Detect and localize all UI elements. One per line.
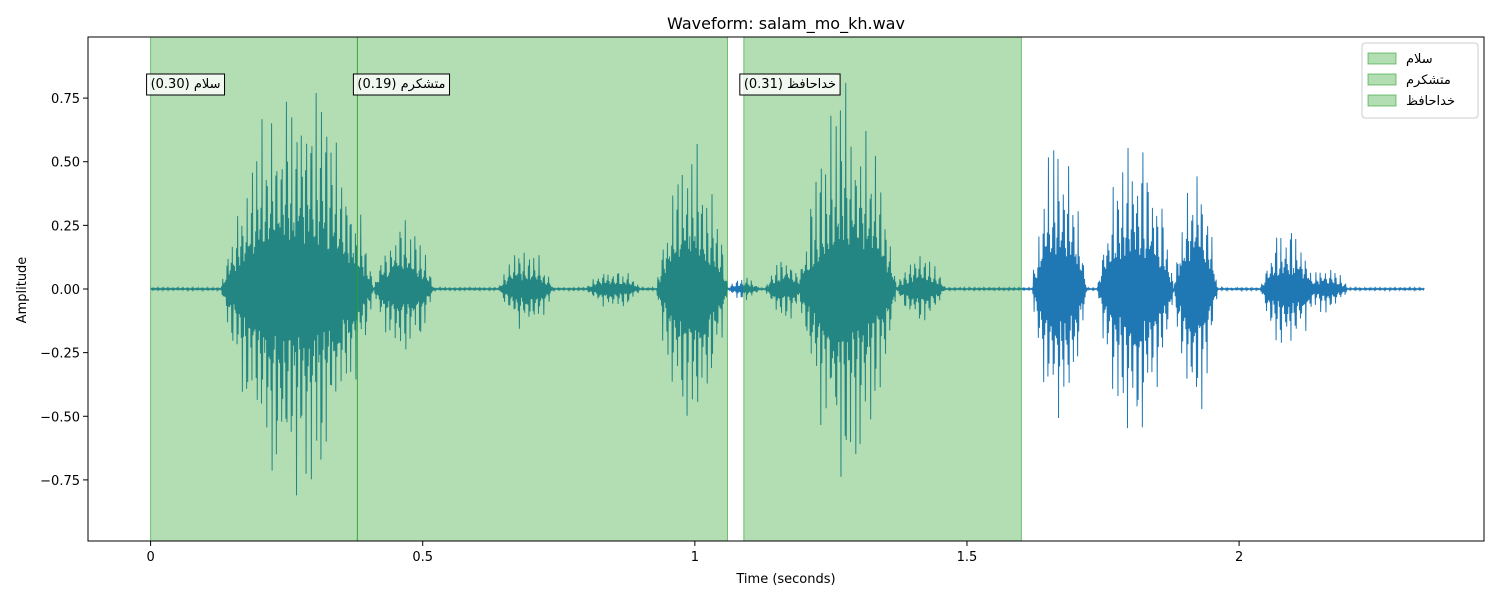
- x-tick-label: 0: [146, 550, 154, 565]
- region-annotation-box: [146, 73, 226, 96]
- region-annotation-box: [352, 73, 451, 96]
- region-annotation: متشکرم (0.19): [352, 73, 451, 96]
- x-tick-label: 1: [691, 550, 699, 565]
- region-span: [743, 36, 1022, 542]
- y-axis-title: Amplitude: [15, 257, 30, 324]
- legend-label: خداحافظ: [1406, 94, 1455, 109]
- y-axis: −0.75 −0.50 −0.25 0.00 0.25 0.50 0.75: [40, 92, 88, 489]
- x-tick-label: 0.5: [412, 550, 433, 565]
- region-annotation-text: متشکرم (0.19): [357, 77, 445, 92]
- highlight-regions: [150, 36, 1022, 542]
- y-tick-label: 0.25: [51, 219, 80, 234]
- legend-frame: [1361, 42, 1479, 119]
- region-annotation: خداحافظ (0.31): [739, 73, 841, 96]
- legend: سلام متشکرم خداحافظ: [1361, 42, 1479, 119]
- y-tick-label: 0.00: [51, 283, 80, 298]
- legend-label: سلام: [1406, 52, 1433, 67]
- legend-swatch: [1367, 73, 1397, 86]
- x-tick-label: 2: [1235, 550, 1243, 565]
- waveform-line: [150, 82, 1425, 496]
- legend-label: متشکرم: [1406, 73, 1451, 88]
- region-span: [356, 36, 728, 542]
- x-axis: 0 0.5 1 1.5 2: [146, 541, 1243, 565]
- y-tick-label: −0.50: [40, 410, 80, 425]
- region-annotation-box: [739, 73, 841, 96]
- x-tick-label: 1.5: [957, 550, 978, 565]
- waveform-series: [150, 82, 1425, 496]
- region-annotations: سلام (0.30) متشکرم (0.19) خداحافظ (0.31): [146, 73, 841, 96]
- y-tick-label: −0.25: [40, 347, 80, 362]
- chart-title: Waveform: salam_mo_kh.wav: [667, 14, 905, 34]
- region-annotation: سلام (0.30): [146, 73, 226, 96]
- y-tick-label: −0.75: [40, 474, 80, 489]
- y-tick-label: 0.50: [51, 156, 80, 171]
- legend-swatch: [1367, 52, 1397, 65]
- region-annotation-text: سلام (0.30): [151, 77, 221, 92]
- region-span: [150, 36, 358, 542]
- legend-swatch: [1367, 94, 1397, 107]
- x-axis-title: Time (seconds): [735, 572, 835, 587]
- y-tick-label: 0.75: [51, 92, 80, 107]
- region-annotation-text: خداحافظ (0.31): [744, 77, 836, 92]
